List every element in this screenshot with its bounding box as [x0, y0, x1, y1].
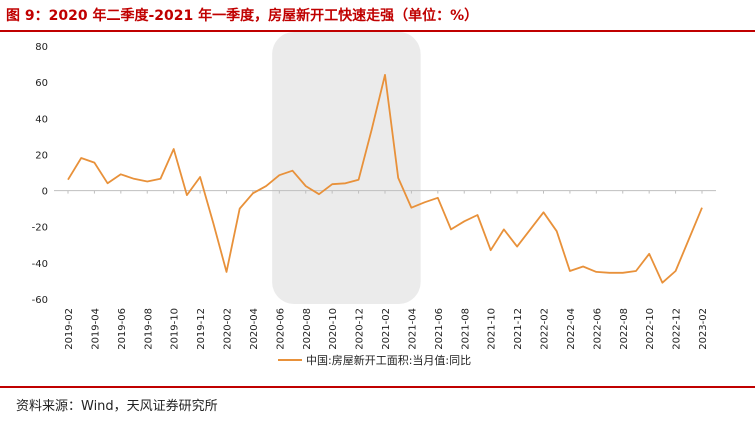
source-text: 资料来源：Wind，天风证券研究所: [16, 399, 218, 414]
x-tick-label: 2021-08: [460, 308, 471, 350]
chart-title: 图 9：2020 年二季度-2021 年一季度，房屋新开工快速走强（单位：%）: [6, 8, 479, 24]
x-tick-label: 2019-06: [117, 308, 128, 350]
legend-label: 中国:房屋新开工面积:当月值:同比: [306, 353, 471, 367]
x-tick-label: 2020-04: [249, 308, 260, 350]
x-tick-label: 2022-06: [592, 308, 603, 350]
x-tick-label: 2021-02: [381, 308, 392, 350]
source-bar: 资料来源：Wind，天风证券研究所: [0, 386, 755, 423]
x-tick-label: 2022-12: [672, 308, 683, 350]
y-tick-label: 80: [35, 42, 48, 53]
y-tick-label: 0: [42, 187, 48, 198]
x-tick-label: 2020-10: [328, 308, 339, 350]
x-axis: 2019-02 2019-04 2019-06 2019-08 2019-10 2019-…: [64, 190, 709, 350]
y-tick-label: -40: [32, 259, 48, 270]
x-tick-label: 2019-10: [170, 308, 181, 350]
y-tick-label: 20: [35, 150, 48, 161]
y-axis: -60 -40 -20 0 20 40 60 80: [32, 42, 48, 306]
x-tick-label: 2021-04: [407, 308, 418, 350]
x-tick-label: 2022-10: [645, 308, 656, 350]
legend: 中国:房屋新开工面积:当月值:同比: [278, 353, 471, 367]
x-tick-label: 2022-02: [540, 308, 551, 350]
y-tick-label: -60: [32, 295, 48, 306]
y-tick-label: 60: [35, 78, 48, 89]
x-tick-label: 2020-02: [223, 308, 234, 350]
x-tick-label: 2019-02: [64, 308, 75, 350]
x-tick-label: 2021-10: [487, 308, 498, 350]
x-tick-label: 2021-06: [434, 308, 445, 350]
x-tick-label: 2022-04: [566, 308, 577, 350]
x-tick-label: 2019-12: [196, 308, 207, 350]
x-tick-label: 2021-12: [513, 308, 524, 350]
series-line: [67, 74, 703, 284]
x-tick-label: 2022-08: [619, 308, 630, 350]
x-tick-label: 2020-12: [355, 308, 366, 350]
x-tick-label: 2020-06: [275, 308, 286, 350]
x-tick-label: 2020-08: [302, 308, 313, 350]
chart-area: -60 -40 -20 0 20 40 60 80 2019-02 2019-04 2019-06…: [32, 32, 716, 367]
x-tick-label: 2019-08: [143, 308, 154, 350]
title-bar: 图 9：2020 年二季度-2021 年一季度，房屋新开工快速走强（单位：%）: [0, 0, 755, 32]
y-tick-label: 40: [35, 114, 48, 125]
x-tick-label: 2019-04: [90, 308, 101, 350]
highlight-band: [272, 32, 421, 304]
x-tick-label: 2023-02: [698, 308, 709, 350]
y-tick-label: -20: [32, 223, 48, 234]
